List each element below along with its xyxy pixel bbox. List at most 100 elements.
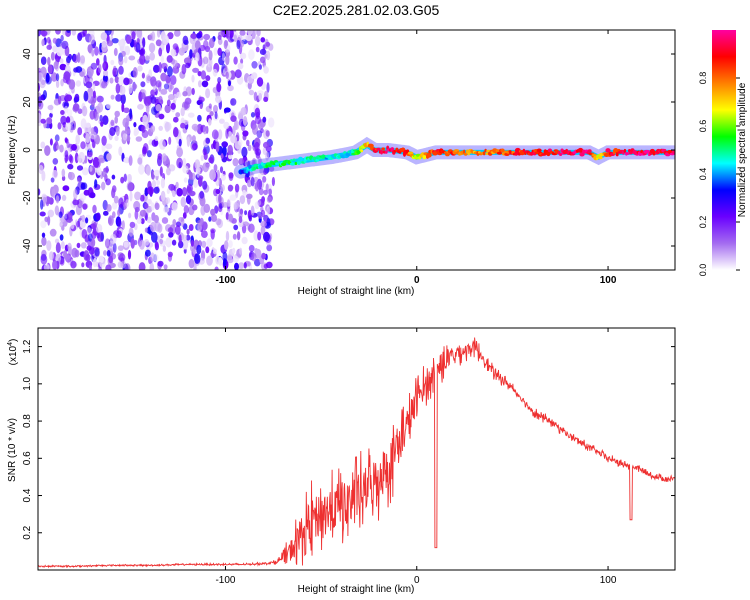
noise-blob: [215, 218, 222, 226]
noise-blob: [110, 59, 115, 66]
noise-blob: [227, 85, 234, 92]
noise-blob: [127, 173, 132, 183]
noise-blob: [126, 135, 131, 142]
noise-blob: [158, 113, 165, 120]
noise-blob: [83, 90, 89, 102]
signal-point: [245, 169, 249, 174]
noise-blob: [161, 217, 169, 224]
signal-point: [407, 151, 414, 155]
noise-blob: [114, 76, 120, 84]
noise-blob: [265, 261, 273, 269]
noise-blob: [112, 242, 117, 253]
noise-blob: [46, 36, 51, 44]
noise-blob: [136, 30, 143, 39]
noise-blob: [151, 179, 157, 189]
noise-blob: [157, 153, 163, 160]
noise-blob: [187, 112, 195, 118]
noise-blob: [99, 257, 106, 268]
noise-blob: [55, 242, 61, 254]
noise-blob: [94, 46, 99, 56]
noise-blob: [156, 180, 161, 186]
noise-blob: [217, 47, 222, 56]
noise-blob: [198, 176, 203, 187]
noise-blob: [205, 246, 210, 254]
noise-blob: [153, 186, 160, 194]
noise-blob: [251, 252, 257, 262]
noise-blob: [157, 260, 164, 267]
noise-blob: [208, 57, 213, 68]
noise-blob: [201, 80, 209, 88]
noise-blob: [88, 246, 95, 255]
noise-blob: [238, 262, 245, 269]
noise-blob: [79, 219, 87, 229]
snr-x-ticks: -100 0 100: [215, 328, 617, 586]
noise-blob: [134, 191, 142, 201]
spectrogram-y-ticks: -40 -20 0 20 40: [22, 48, 675, 253]
noise-blob: [113, 65, 117, 72]
noise-blob: [206, 238, 213, 248]
noise-blob: [88, 34, 95, 45]
noise-blob: [242, 189, 247, 196]
noise-blob: [61, 241, 65, 250]
noise-blob: [153, 169, 160, 177]
noise-blob: [82, 167, 89, 176]
noise-blob: [137, 157, 143, 165]
noise-blob: [236, 35, 243, 41]
noise-blob: [188, 171, 193, 180]
noise-blob: [250, 112, 256, 118]
noise-blob: [123, 56, 128, 64]
noise-blob: [92, 83, 96, 91]
noise-blob: [122, 133, 128, 141]
noise-blob: [155, 39, 162, 47]
noise-blob: [202, 162, 209, 173]
noise-blob: [142, 146, 147, 155]
noise-blob: [258, 64, 262, 70]
noise-blob: [255, 46, 260, 53]
noise-blob: [153, 215, 159, 224]
noise-blob: [185, 62, 191, 69]
noise-blob: [60, 79, 64, 87]
signal-point: [626, 152, 630, 155]
noise-blob: [123, 107, 130, 114]
noise-blob: [79, 192, 87, 202]
snr-multiplier-close: ): [8, 339, 19, 342]
noise-blob: [74, 93, 80, 101]
noise-blob: [128, 227, 134, 237]
noise-blob: [221, 141, 228, 148]
noise-blob: [59, 58, 64, 64]
noise-blob: [182, 212, 187, 219]
noise-blob: [240, 107, 247, 116]
noise-blob: [114, 135, 119, 141]
noise-blob: [259, 48, 267, 56]
noise-blob: [56, 144, 60, 150]
noise-blob: [52, 259, 58, 270]
noise-blob: [193, 178, 199, 188]
noise-blob: [125, 34, 132, 44]
noise-blob: [40, 118, 46, 124]
noise-blob: [211, 129, 219, 140]
noise-blob: [118, 39, 124, 47]
noise-blob: [47, 56, 51, 66]
noise-blob: [118, 253, 126, 263]
noise-blob: [123, 77, 130, 86]
noise-blob: [71, 30, 77, 36]
snr-line: [38, 337, 675, 569]
noise-blob: [174, 30, 181, 37]
noise-blob: [258, 188, 264, 196]
noise-blob: [163, 264, 168, 270]
noise-blob: [256, 130, 263, 139]
noise-blob: [230, 98, 237, 106]
noise-blob: [108, 255, 113, 264]
noise-blob: [213, 164, 218, 172]
noise-blob: [186, 228, 190, 235]
noise-blob: [228, 240, 233, 249]
noise-blob: [162, 245, 167, 252]
noise-blob: [219, 118, 225, 124]
noise-blob: [248, 244, 255, 252]
noise-blob: [118, 197, 124, 208]
noise-blob: [66, 56, 71, 64]
noise-blob: [162, 34, 170, 46]
signal-point: [292, 158, 297, 162]
noise-blob: [189, 49, 193, 59]
noise-blob: [253, 258, 261, 267]
